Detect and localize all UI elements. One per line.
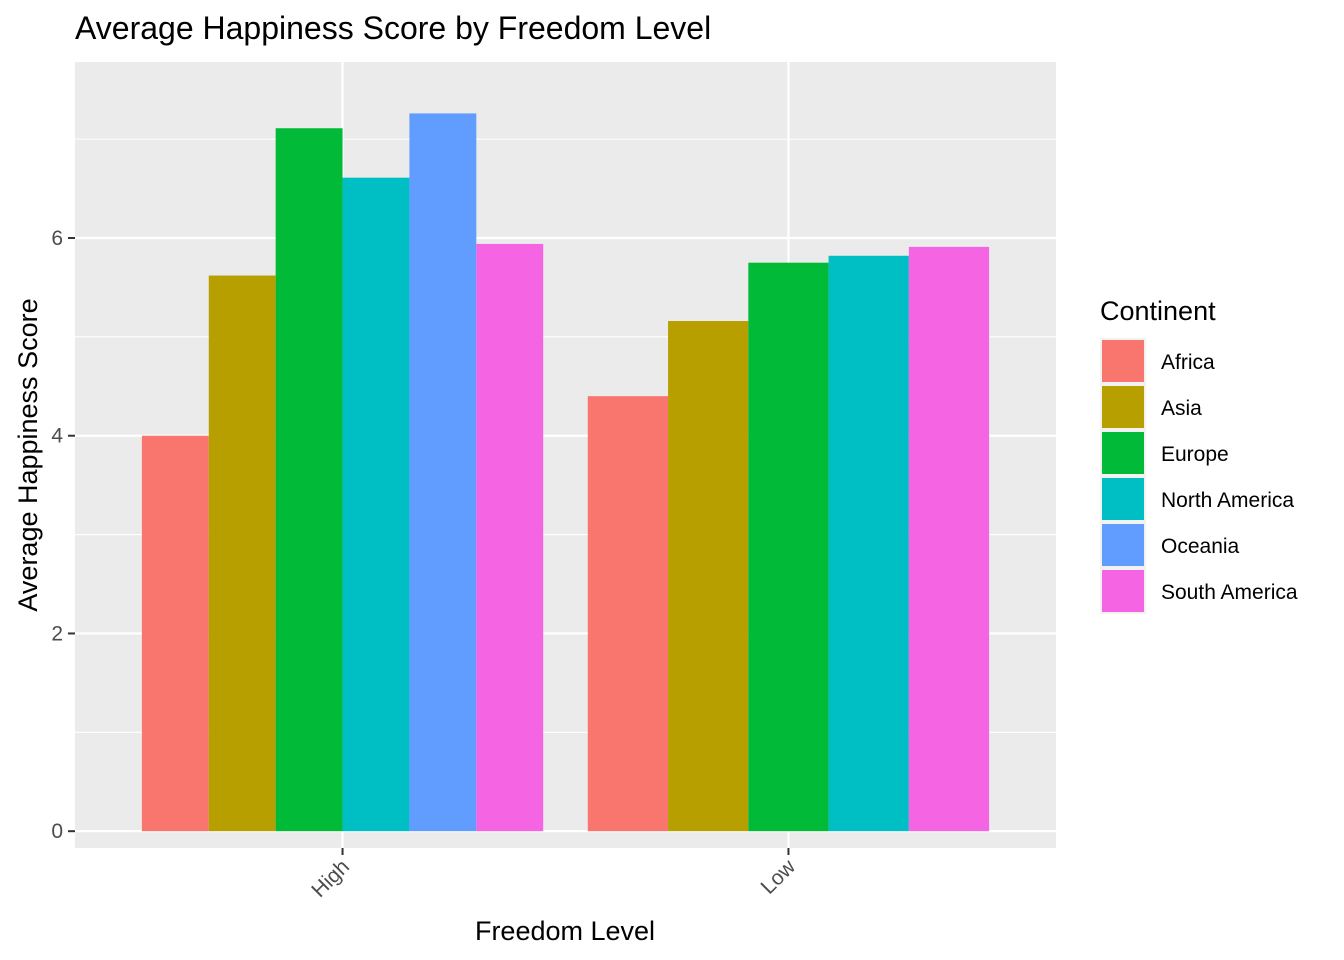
bar-oceania (409, 113, 477, 832)
y-axis: 0 2 4 6 (51, 227, 75, 843)
legend-title: Continent (1100, 296, 1216, 326)
legend-key-europe (1102, 432, 1144, 474)
legend-key-south-america (1102, 570, 1144, 612)
bars (141, 113, 990, 832)
bar-asia (668, 321, 749, 832)
legend-label: North America (1161, 489, 1294, 512)
legend-label: Europe (1161, 443, 1229, 466)
y-tick-label: 0 (51, 820, 63, 843)
x-axis: High Low (307, 848, 801, 902)
bar-asia (208, 275, 276, 832)
chart-title: Average Happiness Score by Freedom Level (75, 10, 711, 46)
legend: Continent Africa Asia Europe North America O… (1100, 296, 1298, 614)
legend-key-asia (1102, 386, 1144, 428)
legend-label: Asia (1161, 397, 1202, 420)
y-tick-label: 6 (51, 227, 63, 250)
legend-items: Africa Asia Europe North America Oceania Sout… (1100, 338, 1298, 614)
bar-north-america (342, 177, 410, 832)
x-axis-title: Freedom Level (475, 916, 655, 946)
legend-key-africa (1102, 340, 1144, 382)
bar-south-america (476, 243, 544, 832)
bar-africa (141, 435, 209, 832)
legend-key-north-america (1102, 478, 1144, 520)
x-tick-label: Low (756, 855, 800, 899)
x-tick-label: High (307, 855, 354, 902)
legend-label: Oceania (1161, 535, 1240, 558)
legend-label: Africa (1161, 351, 1215, 374)
bar-europe (748, 262, 829, 832)
bar-europe (275, 128, 343, 832)
bar-south-america (908, 246, 990, 832)
y-axis-title: Average Happiness Score (13, 298, 43, 611)
bar-africa (587, 396, 669, 832)
bar-north-america (828, 255, 909, 832)
legend-key-oceania (1102, 524, 1144, 566)
legend-label: South America (1161, 581, 1298, 604)
y-tick-label: 4 (51, 425, 63, 448)
y-tick-label: 2 (51, 622, 63, 645)
